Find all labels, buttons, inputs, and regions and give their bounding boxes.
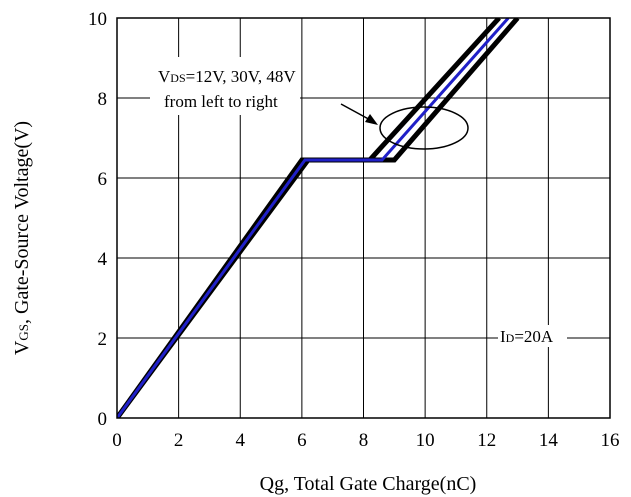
x-axis-label: Qg, Total Gate Charge(nC) xyxy=(260,473,477,495)
annotation-arrowhead xyxy=(365,114,378,125)
x-tick-label: 10 xyxy=(416,430,435,451)
x-tick-label: 6 xyxy=(297,430,307,451)
y-axis-label-subscript: GS xyxy=(16,324,31,341)
x-tick-labels: 0 2 4 6 8 10 12 14 16 xyxy=(112,430,619,451)
y-tick-label: 2 xyxy=(98,329,108,350)
y-tick-labels: 0 2 4 6 8 10 xyxy=(88,9,108,430)
y-tick-label: 8 xyxy=(98,89,108,110)
y-tick-label: 10 xyxy=(88,9,107,30)
x-tick-label: 8 xyxy=(359,430,369,451)
order-note: from left to right xyxy=(164,92,278,111)
y-tick-label: 4 xyxy=(98,249,108,270)
vds-subscript: DS xyxy=(170,71,185,85)
x-tick-label: 16 xyxy=(601,430,620,451)
id-value: =20A xyxy=(514,327,554,346)
plot-frame xyxy=(116,17,611,419)
vds-values: =12V, 30V, 48V xyxy=(186,67,297,86)
y-axis-label: VGS, Gate-Source Voltage(V) xyxy=(11,121,33,355)
x-tick-label: 14 xyxy=(539,430,559,451)
x-tick-label: 12 xyxy=(477,430,496,451)
vds-annotation-background xyxy=(150,57,300,115)
x-tick-label: 0 xyxy=(112,430,122,451)
vds-annotation: VDS=12V, 30V, 48V xyxy=(158,67,296,86)
y-tick-label: 0 xyxy=(98,409,108,430)
x-tick-label: 2 xyxy=(174,430,184,451)
id-subscript: D xyxy=(506,331,515,345)
y-tick-label: 6 xyxy=(98,169,108,190)
id-annotation-background xyxy=(498,325,567,347)
x-tick-label: 4 xyxy=(236,430,246,451)
series-lines xyxy=(117,18,520,418)
annotation-ellipse xyxy=(379,106,469,150)
id-annotation: ID=20A xyxy=(500,327,554,346)
series-line-vds-30v xyxy=(117,18,510,418)
